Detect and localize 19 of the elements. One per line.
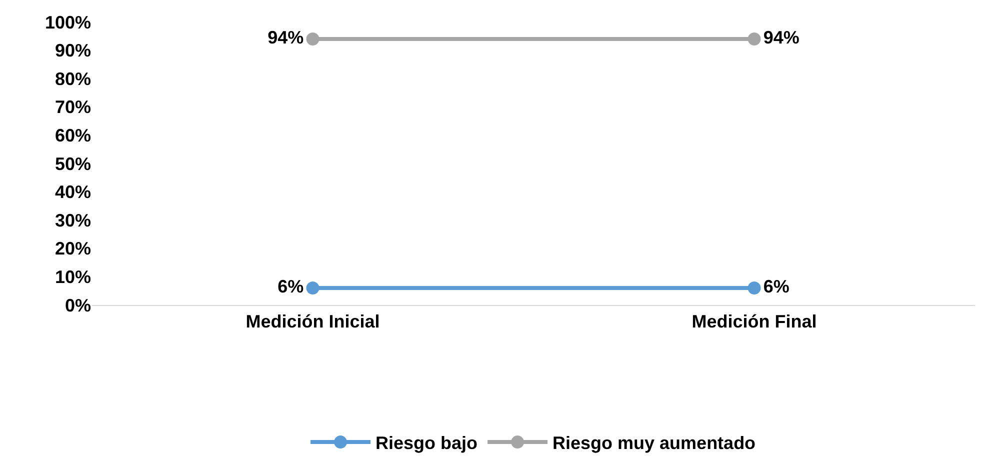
y-tick-label: 60% [54, 126, 91, 146]
y-tick-label: 70% [54, 97, 91, 118]
y-tick-label: 0% [64, 295, 91, 316]
y-tick-label: 40% [54, 182, 91, 202]
legend-label: Riesgo muy aumentado [552, 433, 756, 454]
y-tick-label: 30% [54, 210, 91, 230]
x-tick-label: Medición Final [692, 312, 817, 332]
y-tick-label: 10% [54, 267, 91, 287]
data-label: 94% [763, 27, 800, 48]
y-tick-label: 80% [54, 68, 91, 89]
x-tick-label: Medición Inicial [246, 312, 380, 332]
y-tick-label: 100% [44, 12, 91, 32]
y-tick-label: 90% [54, 40, 91, 61]
data-label: 6% [763, 276, 790, 297]
data-label: 6% [278, 276, 304, 297]
y-tick-label: 20% [54, 238, 91, 259]
data-label: 94% [268, 27, 304, 48]
legend-label: Riesgo bajo [376, 433, 478, 454]
y-tick-label: 50% [54, 154, 91, 174]
